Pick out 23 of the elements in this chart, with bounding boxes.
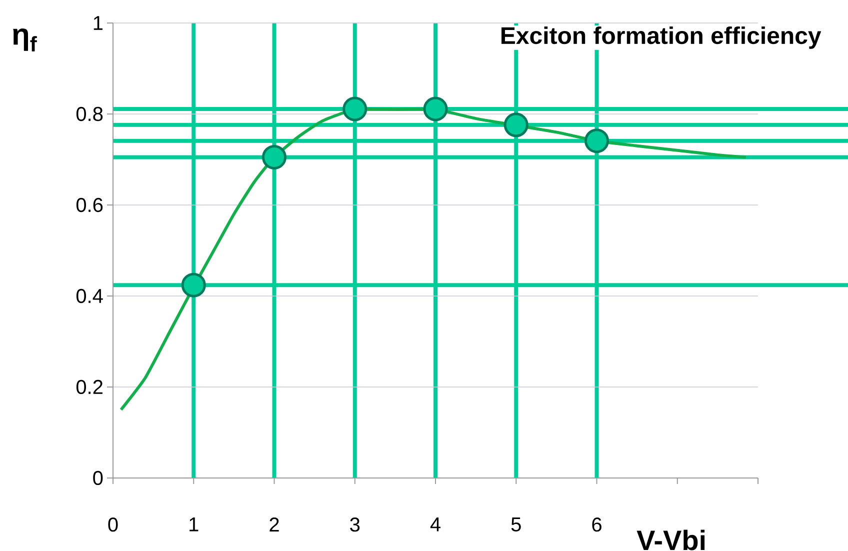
y-tick-label: 0 — [93, 470, 103, 486]
y-axis-title: η$_{f}$ — [13, 28, 37, 52]
point — [584, 128, 609, 154]
x-tick-label: 6 — [592, 518, 602, 532]
x-tick-label: 1 — [190, 518, 198, 532]
point — [262, 144, 287, 170]
chart-title: Exciton formation efficiency — [502, 26, 822, 49]
point — [423, 96, 448, 122]
y-tick-label: 0.4 — [76, 288, 103, 304]
y-tick-label: 0.8 — [76, 106, 103, 122]
point — [342, 96, 368, 122]
line-series — [120, 108, 748, 412]
point — [181, 272, 206, 298]
x-tick-label: 0 — [108, 518, 118, 532]
x-axis-title: V-Vbi — [636, 530, 705, 550]
x-tick-label: 2 — [270, 518, 279, 532]
y-tick-label: 0.2 — [76, 380, 102, 394]
y-tick-label: 1 — [94, 16, 102, 30]
point — [504, 112, 528, 138]
y-tick-label: 0.6 — [76, 198, 103, 212]
x-tick-label: 4 — [430, 518, 440, 532]
x-tick-label: 5 — [511, 518, 521, 532]
x-tick-label: 3 — [350, 518, 360, 532]
